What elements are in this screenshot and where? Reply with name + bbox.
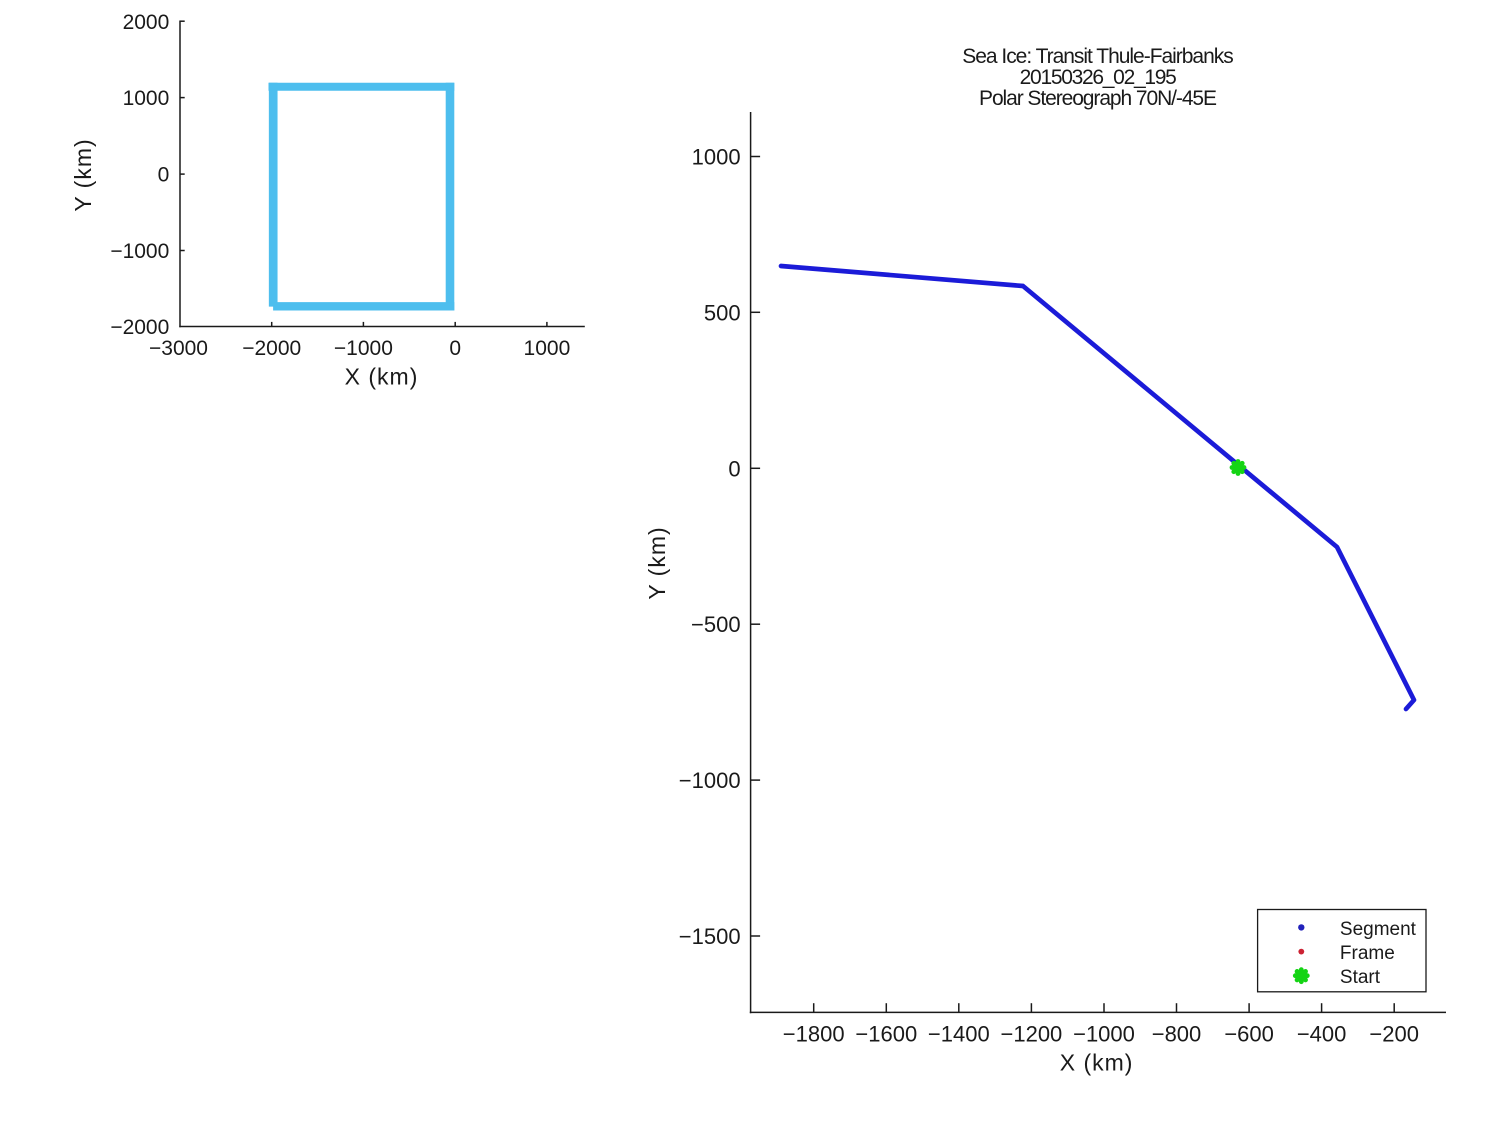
svg-text:X (km): X (km) [345, 363, 419, 389]
svg-text:1000: 1000 [123, 87, 170, 110]
svg-text:−1400: −1400 [928, 1022, 990, 1047]
svg-text:X (km): X (km) [1060, 1050, 1134, 1076]
svg-text:−1200: −1200 [1001, 1022, 1063, 1047]
svg-text:0: 0 [449, 337, 461, 360]
svg-text:−500: −500 [691, 612, 741, 637]
svg-text:Y (km): Y (km) [644, 526, 670, 599]
svg-text:−1000: −1000 [1073, 1022, 1135, 1047]
svg-text:20150326_02_195: 20150326_02_195 [1020, 66, 1176, 89]
svg-text:−800: −800 [1152, 1022, 1202, 1047]
svg-text:−1000: −1000 [334, 337, 393, 360]
svg-text:−1800: −1800 [783, 1022, 845, 1047]
svg-text:−600: −600 [1224, 1022, 1274, 1047]
svg-text:−1600: −1600 [855, 1022, 917, 1047]
svg-text:−2000: −2000 [242, 337, 301, 360]
svg-text:Y (km): Y (km) [70, 138, 96, 211]
svg-text:−2000: −2000 [110, 316, 169, 339]
svg-text:−1000: −1000 [110, 240, 169, 263]
svg-text:−1500: −1500 [679, 924, 741, 949]
svg-text:−3000: −3000 [149, 337, 208, 360]
svg-text:Segment: Segment [1340, 919, 1417, 940]
svg-text:−1000: −1000 [679, 768, 741, 793]
svg-text:Polar Stereograph 70N/-45E: Polar Stereograph 70N/-45E [979, 87, 1217, 110]
svg-text:Start: Start [1340, 967, 1381, 988]
svg-text:Sea Ice: Transit Thule-Fairban: Sea Ice: Transit Thule-Fairbanks [962, 45, 1233, 68]
svg-text:0: 0 [728, 456, 740, 481]
svg-text:500: 500 [704, 300, 741, 325]
svg-text:−400: −400 [1297, 1022, 1347, 1047]
svg-text:0: 0 [158, 164, 170, 187]
svg-text:−200: −200 [1369, 1022, 1419, 1047]
svg-text:Frame: Frame [1340, 943, 1395, 964]
svg-text:1000: 1000 [524, 337, 571, 360]
svg-text:1000: 1000 [692, 145, 741, 170]
svg-text:2000: 2000 [123, 11, 170, 34]
